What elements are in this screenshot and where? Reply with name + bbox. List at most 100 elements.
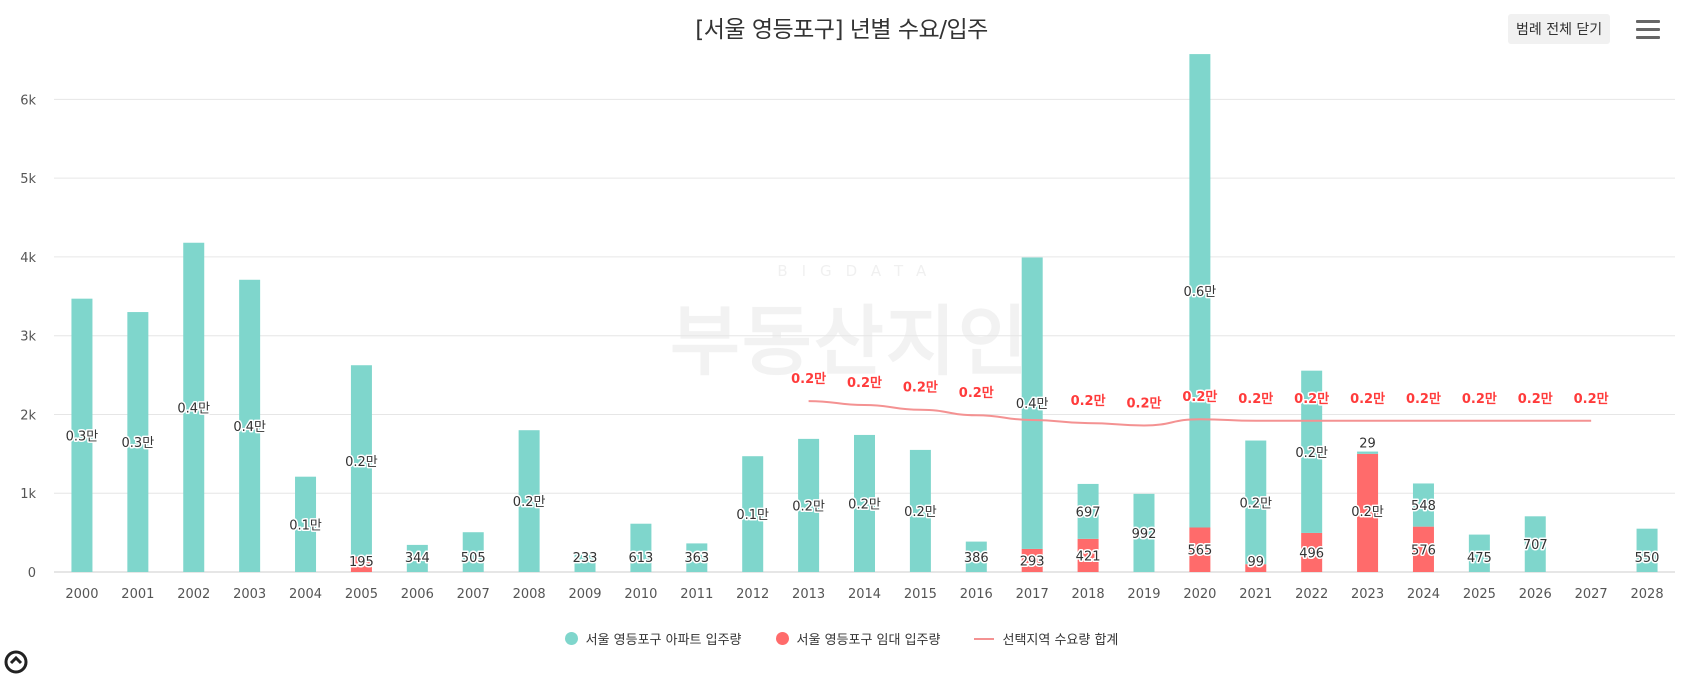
x-tick-label: 2014 [848,587,881,602]
bar-label-apartment: 550 [1635,551,1660,566]
x-tick-label: 2021 [1239,587,1272,602]
bar-apartment[interactable] [965,541,987,572]
legend-item-rental[interactable]: 서울 영등포구 임대 입주량 [775,629,940,648]
bar-label-apartment: 29 [1359,437,1376,452]
bar-apartment[interactable] [1077,483,1099,539]
bar-apartment[interactable] [1021,257,1043,549]
bar-rental[interactable] [1245,564,1267,572]
bar-apartment[interactable] [1245,440,1267,565]
line-label-demand: 0.2만 [959,385,994,401]
bar-apartment[interactable] [854,434,875,572]
demand-line[interactable] [808,400,1592,427]
x-tick-label: 2019 [1127,587,1160,602]
x-tick-label: 2005 [345,587,378,602]
bar-apartment[interactable] [909,449,931,572]
bar-apartment[interactable] [239,279,261,572]
legend-dot-icon [775,632,789,645]
bar-label-apartment: 0.3만 [122,436,155,451]
line-label-demand: 0.2만 [1350,391,1385,407]
y-tick-label: 4k [20,251,36,266]
bar-apartment[interactable] [686,543,708,572]
bar-apartment[interactable] [1357,451,1379,454]
bar-apartment[interactable] [798,438,820,572]
bar-apartment[interactable] [295,476,317,572]
x-tick-label: 2010 [624,587,657,602]
bar-label-rental: 99 [1248,555,1265,570]
y-tick-label: 5k [20,172,36,187]
bar-rental[interactable] [1412,526,1434,572]
y-tick-label: 3k [20,330,36,345]
bar-label-apartment: 0.2만 [792,499,825,514]
x-tick-label: 2011 [680,587,713,602]
x-axis-ticks: 2000 2001 2002 2003 2004 2005 2006 2007 2008 2009… [65,587,1663,602]
bar-label-rental: 0.2만 [1351,505,1384,520]
bar-label-apartment: 386 [964,551,989,566]
line-label-demand: 0.2만 [903,380,938,396]
bar-apartment[interactable] [1524,516,1546,572]
bar-label-apartment: 992 [1132,527,1157,542]
x-tick-label: 2008 [513,587,546,602]
bar-label-apartment: 0.2만 [848,497,881,512]
x-tick-label: 2020 [1183,587,1216,602]
bar-apartment[interactable] [518,430,540,572]
bar-apartment[interactable] [742,456,764,572]
bar-rental[interactable] [350,556,372,572]
bar-label-apartment: 233 [573,551,598,566]
bar-label-apartment: 548 [1411,499,1436,514]
x-tick-label: 2018 [1072,587,1105,602]
bar-label-apartment: 707 [1523,538,1548,553]
y-axis-ticks: 0 1k 2k 3k 4k 5k 6k [20,93,36,581]
bar-rental[interactable] [1189,527,1211,572]
bar-label-apartment: 0.1만 [736,508,769,523]
bar-apartment[interactable] [1133,493,1155,572]
bar-apartment[interactable] [630,523,652,572]
bar-rental[interactable] [1357,453,1379,572]
legend: 서울 영등포구 아파트 입주량 서울 영등포구 임대 입주량 선택지역 수요량 … [0,629,1683,648]
x-tick-label: 2023 [1351,587,1384,602]
bar-label-apartment: 344 [405,551,430,566]
x-tick-label: 2001 [121,587,154,602]
bar-apartment[interactable] [1636,528,1658,572]
line-label-demand: 0.2만 [847,375,882,391]
bar-apartment[interactable] [406,544,428,572]
line-label-demand: 0.2만 [1071,393,1106,409]
hamburger-menu-icon[interactable] [1636,20,1660,40]
bar-apartment[interactable] [1412,483,1434,527]
bar-rental[interactable] [1077,538,1099,572]
y-tick-label: 0 [28,566,36,581]
line-label-demand: 0.2만 [1294,391,1329,407]
bar-label-apartment: 0.4만 [177,401,210,416]
bar-apartment[interactable] [1301,370,1323,533]
bar-label-apartment: 613 [628,551,653,566]
x-tick-label: 2026 [1519,587,1552,602]
legend-toggle-button[interactable]: 범례 전체 닫기 [1508,14,1611,44]
bar-label-apartment: 0.4만 [233,420,266,435]
bar-label-apartment: 0.2만 [513,495,546,510]
line-label-demand: 0.2만 [1574,391,1609,407]
bar-label-apartment: 363 [684,551,709,566]
bar-apartment[interactable] [574,553,596,572]
bar-rental[interactable] [1301,532,1323,572]
legend-item-demand[interactable]: 선택지역 수요량 합계 [974,629,1118,648]
line-label-demand: 0.2만 [1406,391,1441,407]
bar-label-rental: 565 [1187,544,1212,559]
bar-label-apartment: 0.2만 [1295,446,1328,461]
bar-apartment[interactable] [183,242,205,572]
legend-item-apartment[interactable]: 서울 영등포구 아파트 입주량 [564,629,742,648]
legend-line-icon [974,637,995,640]
y-tick-label: 2k [20,408,36,423]
bar-apartment[interactable] [127,312,149,572]
bar-label-rental: 195 [349,555,374,570]
bar-apartment[interactable] [71,298,93,572]
line-label-demand: 0.2만 [1126,395,1161,411]
bar-apartment[interactable] [462,532,484,572]
x-tick-label: 2022 [1295,587,1328,602]
y-tick-label: 6k [20,93,36,108]
bar-rental[interactable] [1021,548,1043,572]
bar-apartment[interactable] [350,365,372,557]
legend-label-apartment: 서울 영등포구 아파트 입주량 [585,633,742,648]
bar-apartment[interactable] [1468,534,1490,572]
bar-apartment[interactable] [1189,54,1211,528]
bar-label-rental: 496 [1299,546,1324,561]
x-tick-label: 2013 [792,587,825,602]
